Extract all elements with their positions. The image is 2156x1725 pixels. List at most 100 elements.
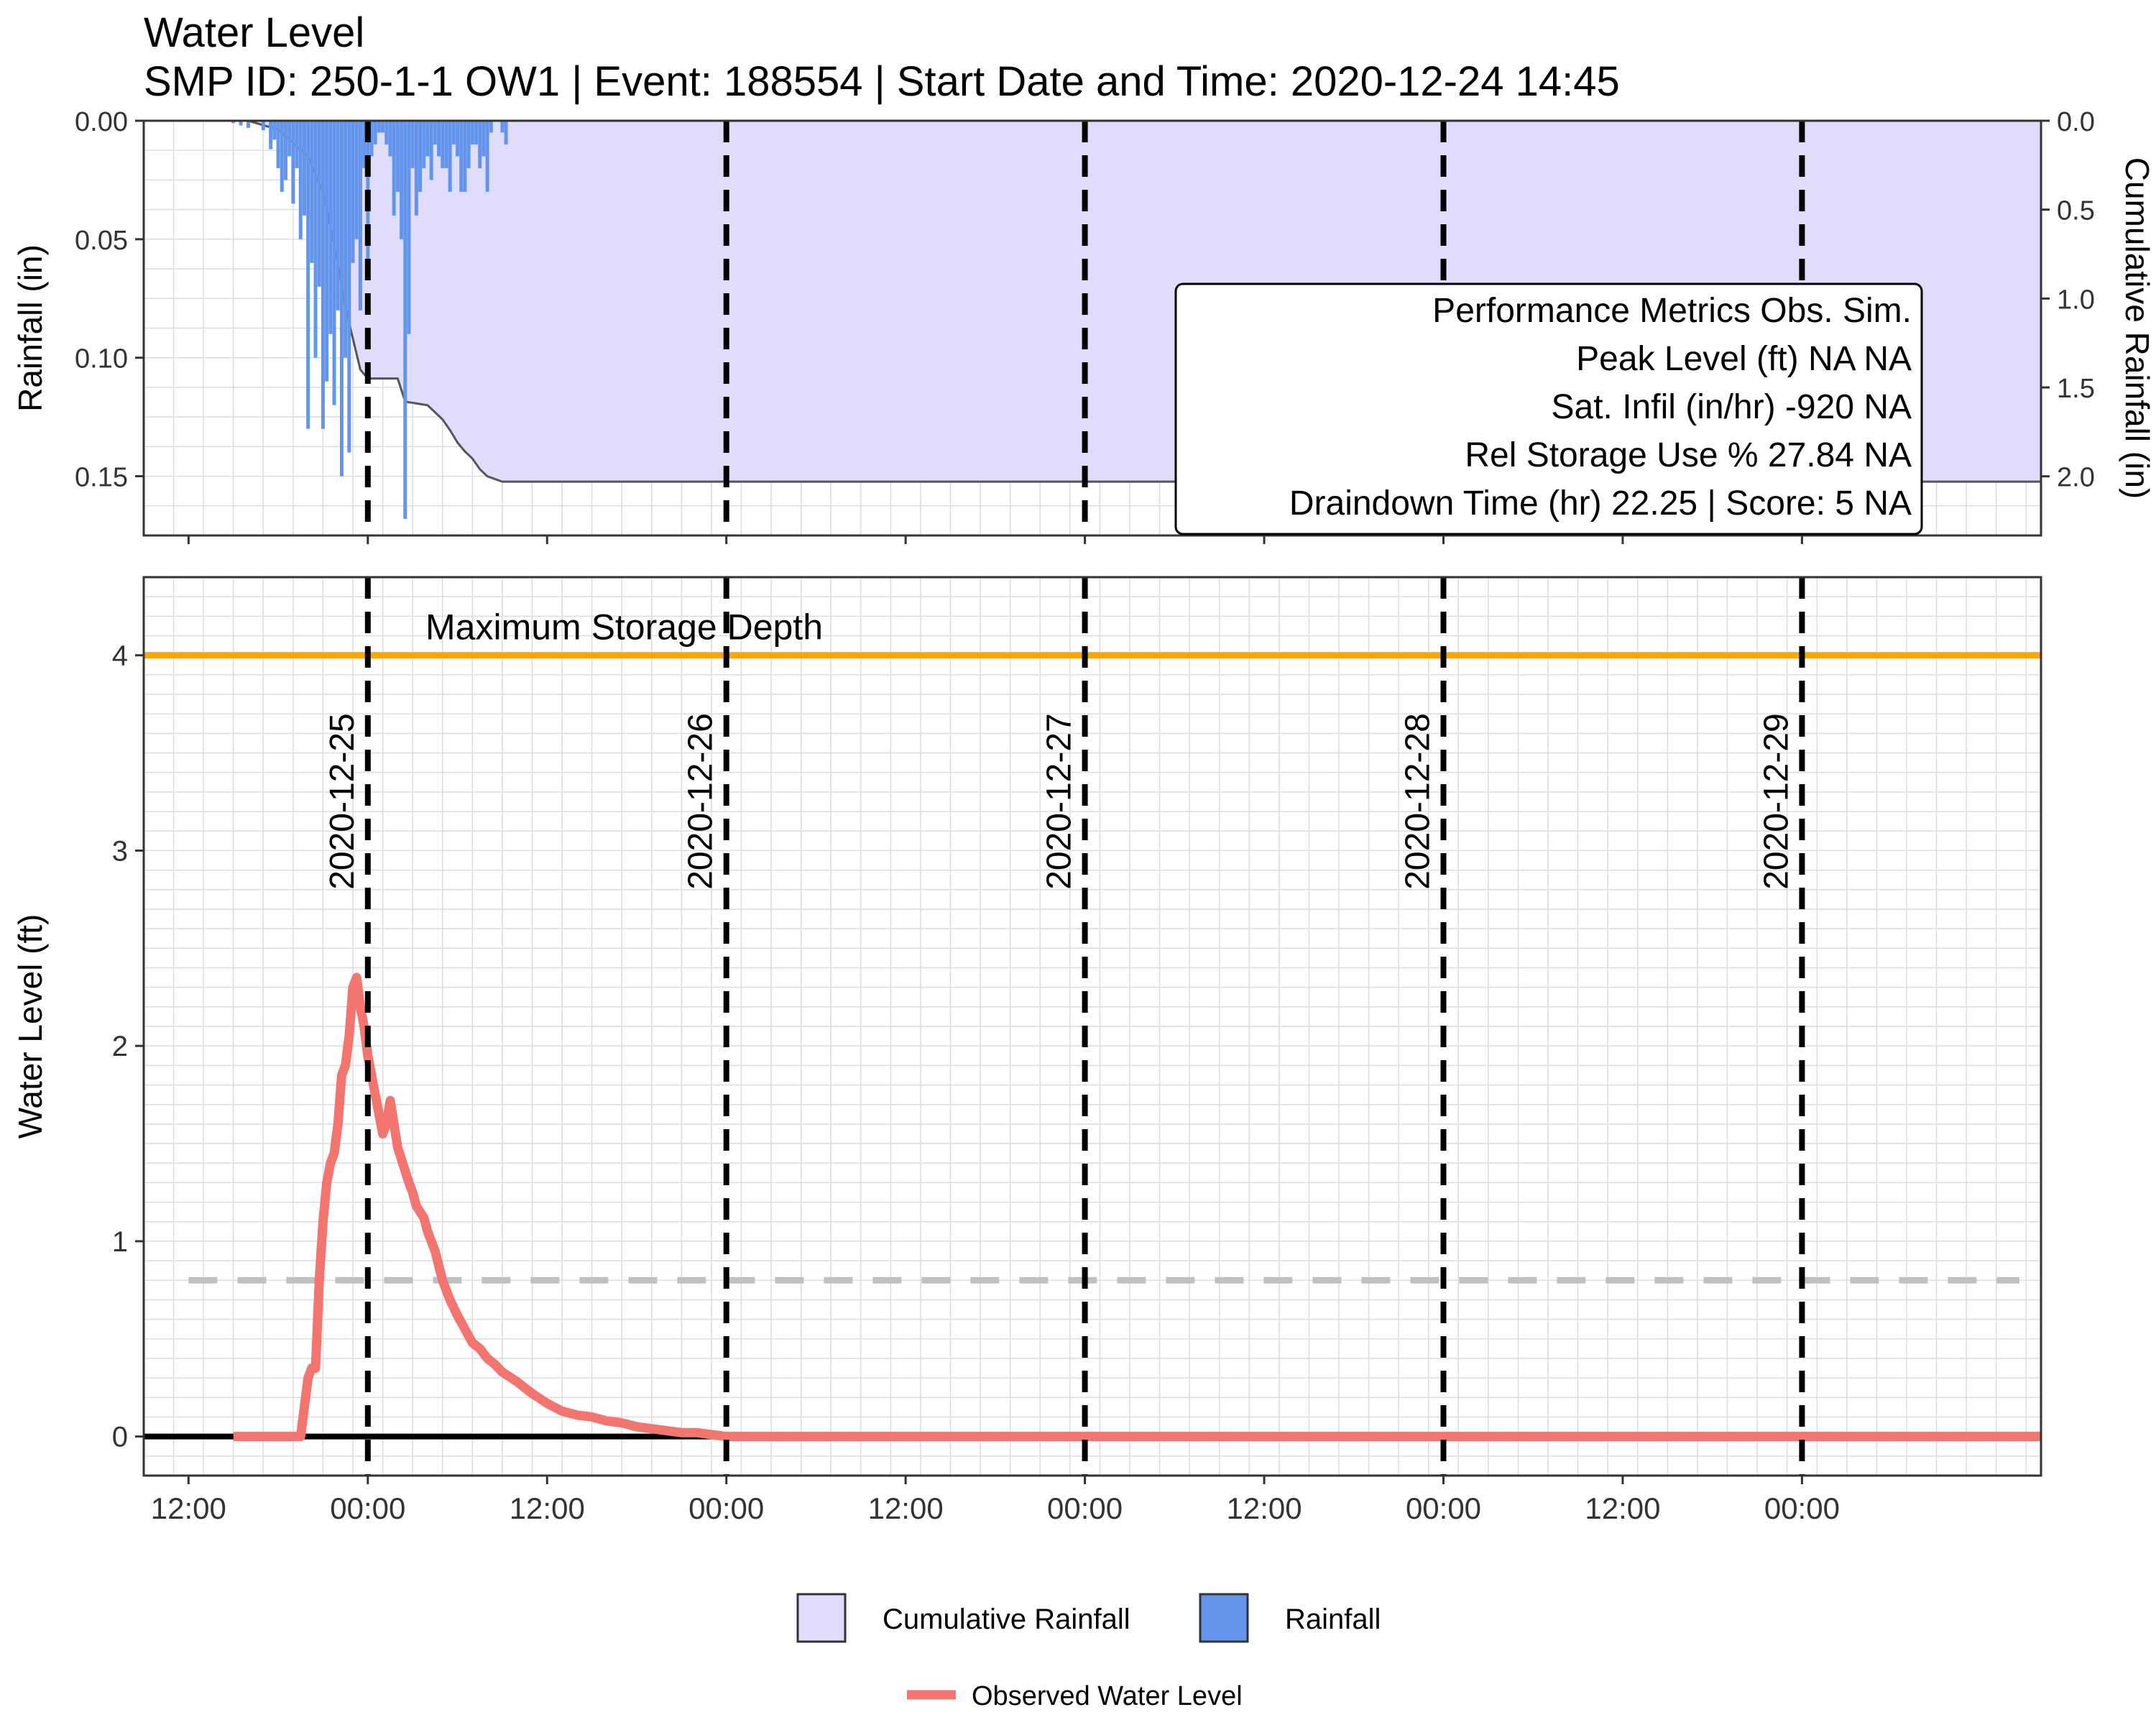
rainfall-bar — [388, 121, 392, 157]
rainfall-bar — [321, 121, 325, 429]
rainfall-bar — [437, 121, 441, 157]
x-tick-label: 00:00 — [1406, 1491, 1481, 1525]
rainfall-bar — [261, 121, 265, 131]
y-tick-label: 0.05 — [75, 226, 128, 256]
x-tick-label: 00:00 — [330, 1491, 405, 1525]
rainfall-bar — [474, 121, 479, 144]
chart-subtitle: SMP ID: 250-1-1 OW1 | Event: 188554 | St… — [144, 58, 1620, 105]
rainfall-bar — [291, 121, 295, 204]
rainfall-bar — [482, 121, 486, 157]
y-tick-label: 0.00 — [75, 107, 128, 137]
x-tick-label: 00:00 — [1047, 1491, 1123, 1525]
rainfall-bar — [313, 121, 318, 358]
rainfall-bar — [395, 121, 400, 192]
y2-tick-label: 1.5 — [2057, 374, 2095, 404]
rainfall-bar — [392, 121, 396, 216]
rainfall-bar — [444, 121, 448, 168]
rainfall-axis-label: Rainfall (in) — [11, 244, 49, 412]
day-marker-label: 2020-12-26 — [682, 713, 720, 890]
rainfall-bar — [362, 121, 367, 168]
rainfall-bar — [354, 121, 359, 239]
rainfall-bar — [276, 121, 280, 168]
water-level-panel: Maximum Storage Depth 2020-12-25 2020-12-2… — [11, 576, 2042, 1525]
rainfall-bar — [463, 121, 467, 192]
rainfall-bar — [459, 121, 464, 192]
rainfall-bar — [302, 121, 306, 216]
rainfall-bar — [287, 121, 292, 157]
rainfall-bar — [298, 121, 303, 239]
rainfall-bar — [400, 121, 404, 239]
rainfall-bar — [325, 121, 329, 382]
day-marker-label: 2020-12-28 — [1399, 713, 1437, 890]
rainfall-bar — [381, 121, 385, 133]
y-tick-label: 3 — [112, 835, 128, 867]
day-marker-label: 2020-12-25 — [323, 713, 361, 890]
rainfall-bar — [478, 121, 482, 168]
cumulative-rainfall-axis-label: Cumulative Rainfall (in) — [2119, 157, 2156, 500]
metrics-row: Sat. Infil (in/hr) -920 NA — [1551, 388, 1912, 426]
y-tick-label: 2 — [112, 1031, 128, 1062]
rainfall-bar — [485, 121, 489, 192]
rainfall-bar — [433, 121, 437, 144]
title-block: Water Level SMP ID: 250-1-1 OW1 | Event:… — [144, 9, 1620, 106]
rainfall-bar — [489, 121, 493, 133]
rainfall-bar — [344, 121, 348, 358]
rainfall-bar — [339, 121, 344, 477]
x-tick-label: 12:00 — [868, 1491, 944, 1525]
rainfall-bar — [336, 121, 340, 310]
rainfall-bar — [272, 121, 277, 140]
rainfall-bar — [306, 121, 310, 429]
day-marker-label: 2020-12-27 — [1041, 713, 1079, 890]
rainfall-bar — [231, 121, 236, 124]
x-tick-label: 00:00 — [1764, 1491, 1840, 1525]
y-tick-label: 0.10 — [75, 344, 128, 374]
max-storage-depth-label: Maximum Storage Depth — [425, 607, 823, 648]
rainfall-bar — [377, 121, 381, 133]
y2-tick-label: 0.5 — [2057, 196, 2095, 226]
rainfall-panel-border — [142, 119, 2042, 537]
rainfall-bar — [425, 121, 430, 157]
y2-tick-label: 2.0 — [2057, 463, 2095, 493]
rainfall-bar — [466, 121, 471, 168]
x-tick-label: 12:00 — [151, 1491, 226, 1525]
rainfall-bar — [369, 121, 374, 157]
y-tick-label: 4 — [112, 640, 128, 672]
rainfall-bar — [414, 121, 418, 216]
water-level-axis-label: Water Level (ft) — [11, 914, 49, 1139]
rainfall-bar — [500, 121, 505, 133]
rainfall-bar — [310, 121, 314, 263]
x-tick-label: 12:00 — [1585, 1491, 1660, 1525]
rainfall-bar — [451, 121, 456, 144]
rainfall-bar — [441, 121, 445, 168]
rainfall-bar — [280, 121, 284, 192]
rainfall-bar — [283, 121, 287, 180]
metrics-header: Performance Metrics Obs. Sim. — [1432, 292, 1912, 330]
rainfall-bar — [295, 121, 299, 168]
rainfall-bar — [239, 121, 243, 126]
rainfall-bar — [351, 121, 355, 263]
y-tick-label: 1 — [112, 1226, 128, 1258]
rainfall-bar — [410, 121, 415, 168]
rainfall-bar — [403, 121, 407, 519]
rainfall-bar — [456, 121, 460, 157]
x-tick-label: 12:00 — [1227, 1491, 1302, 1525]
rainfall-bar — [358, 121, 362, 310]
rainfall-bar — [247, 121, 251, 128]
legend-swatch-rainfall — [1199, 1593, 1249, 1643]
rainfall-bar — [328, 121, 333, 334]
legend-label-observed-water-level: Observed Water Level — [972, 1681, 1243, 1711]
rainfall-bar — [347, 121, 351, 453]
rainfall-bar — [317, 121, 321, 287]
rainfall-bar — [332, 121, 336, 405]
rainfall-bar — [418, 121, 423, 192]
performance-metrics-box: Performance Metrics Obs. Sim. Peak Level … — [1174, 282, 1923, 535]
y2-tick-label: 1.0 — [2057, 285, 2095, 315]
x-tick-label: 12:00 — [510, 1491, 585, 1525]
legend-label-rainfall: Rainfall — [1285, 1604, 1381, 1635]
chart-title: Water Level — [144, 9, 365, 56]
water-level-panel-border — [142, 576, 2042, 1477]
observed-water-level-line — [233, 972, 2041, 1442]
metrics-row: Rel Storage Use % 27.84 NA — [1465, 436, 1912, 474]
y-tick-label: 0 — [112, 1422, 128, 1453]
